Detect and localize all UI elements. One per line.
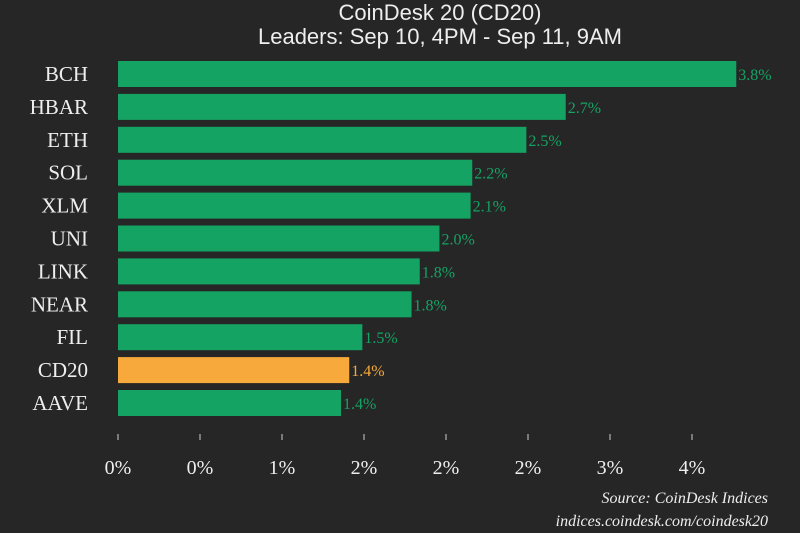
source-text: Source: CoinDesk Indices (602, 490, 768, 507)
bar-hbar (118, 93, 566, 120)
chart-subtitle: Leaders: Sep 10, 4PM - Sep 11, 9AM (258, 24, 622, 49)
bar-sol (118, 159, 473, 186)
category-label: CD20 (38, 358, 88, 382)
data-label: 2.1% (473, 199, 506, 216)
x-tick-label: 0% (187, 457, 214, 479)
bar-bch (118, 61, 737, 87)
data-label: 1.8% (414, 297, 447, 314)
category-label: ETH (47, 128, 88, 152)
x-tick-label: 0% (105, 457, 132, 479)
category-label: AAVE (32, 391, 88, 415)
x-tick-label: 4% (679, 457, 706, 479)
bar-uni (118, 225, 440, 252)
bar-aave (118, 390, 342, 416)
bar-cd20 (118, 357, 350, 384)
x-tick-label: 2% (351, 457, 378, 479)
data-label: 1.4% (343, 396, 376, 413)
category-label: UNI (51, 227, 88, 251)
data-label: 3.8% (738, 67, 771, 84)
x-tick-label: 2% (433, 457, 460, 479)
x-tick-label: 1% (269, 457, 296, 479)
category-label: NEAR (31, 292, 88, 316)
x-tick-label: 3% (597, 457, 624, 479)
source-url: indices.coindesk.com/coindesk20 (556, 513, 768, 530)
bar-fil (118, 324, 363, 351)
data-label: 2.0% (441, 232, 474, 249)
data-label: 2.7% (568, 100, 601, 117)
category-label: HBAR (30, 95, 88, 119)
category-label: BCH (45, 62, 88, 86)
data-label: 2.5% (528, 133, 561, 150)
category-label: FIL (57, 325, 89, 349)
data-label: 1.5% (364, 330, 397, 347)
category-label: SOL (48, 161, 88, 185)
bar-eth (118, 126, 527, 153)
bar-xlm (118, 192, 471, 219)
data-label: 1.8% (422, 264, 455, 281)
category-label: LINK (38, 259, 88, 283)
bar-near (118, 291, 412, 318)
chart-title: CoinDesk 20 (CD20) (339, 0, 542, 25)
x-tick-label: 2% (515, 457, 542, 479)
data-label: 2.2% (474, 166, 507, 183)
data-label: 1.4% (351, 363, 384, 380)
bar-link (118, 258, 420, 285)
category-label: XLM (41, 194, 88, 218)
